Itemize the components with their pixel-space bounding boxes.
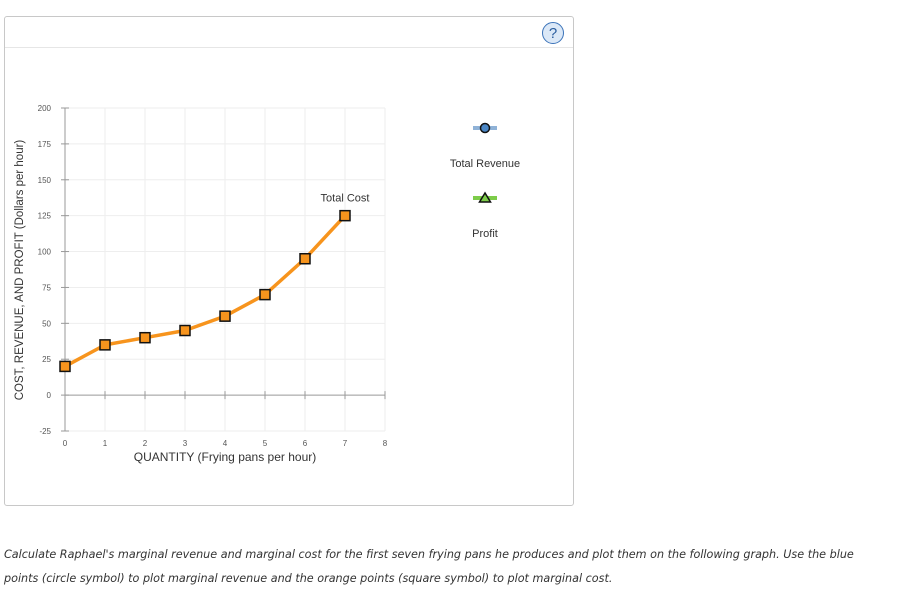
x-axis-label: QUANTITY (Frying pans per hour)	[134, 450, 317, 464]
series-line-total-cost	[64, 214, 347, 368]
x-tick-label: 7	[343, 439, 348, 448]
y-tick-label: 175	[38, 140, 52, 149]
y-tick-label: 50	[42, 319, 51, 328]
y-axis-label: COST, REVENUE, AND PROFIT (Dollars per h…	[14, 140, 26, 401]
legend-triangle-icon	[478, 191, 492, 203]
tick-labels: -25 0 25 50 75 100 125 150 175 200 0 1 2 3 4 5 6 7 8	[38, 104, 388, 448]
x-tick-label: 3	[183, 439, 188, 448]
chart-axes	[61, 107, 386, 432]
help-button[interactable]: ?	[542, 22, 564, 44]
x-tick-label: 0	[63, 439, 68, 448]
x-tick-label: 4	[223, 439, 228, 448]
x-tick-label: 2	[143, 439, 148, 448]
chart-grid	[65, 107, 386, 432]
x-tick-label: 8	[383, 439, 388, 448]
y-tick-label: 200	[38, 104, 52, 113]
y-tick-label: -25	[39, 427, 51, 436]
total-cost-point	[219, 310, 231, 322]
total-cost-point	[179, 324, 191, 337]
x-tick-label: 5	[263, 439, 268, 448]
y-tick-label: 100	[38, 248, 52, 257]
y-tick-label: 125	[38, 212, 52, 221]
total-cost-point	[59, 360, 71, 373]
y-tick-label: 25	[42, 355, 51, 364]
y-tick-label: 0	[47, 391, 52, 400]
x-tick-label: 6	[303, 439, 308, 448]
y-tick-label: 75	[42, 283, 51, 292]
legend-label: Total Revenue	[450, 158, 520, 170]
legend: Total Revenue Profit	[450, 122, 520, 240]
total-cost-point	[139, 331, 151, 344]
graph-panel: ?	[4, 16, 574, 506]
instructions-line-2: points (circle symbol) to plot marginal …	[4, 572, 613, 585]
legend-label: Profit	[472, 228, 498, 240]
instructions-line-1: Calculate Raphael's marginal revenue and…	[4, 548, 854, 561]
total-cost-point	[99, 339, 111, 351]
y-tick-label: 150	[38, 176, 52, 185]
series-label: Total Cost	[321, 193, 370, 205]
total-cost-point	[299, 252, 311, 265]
series-layer: Total Cost	[59, 193, 370, 373]
total-cost-point	[339, 209, 351, 222]
legend-circle-icon	[479, 122, 491, 134]
total-cost-point	[259, 288, 271, 301]
instructions: Calculate Raphael's marginal revenue and…	[4, 543, 919, 591]
panel-divider	[5, 47, 573, 48]
x-tick-label: 1	[103, 439, 108, 448]
